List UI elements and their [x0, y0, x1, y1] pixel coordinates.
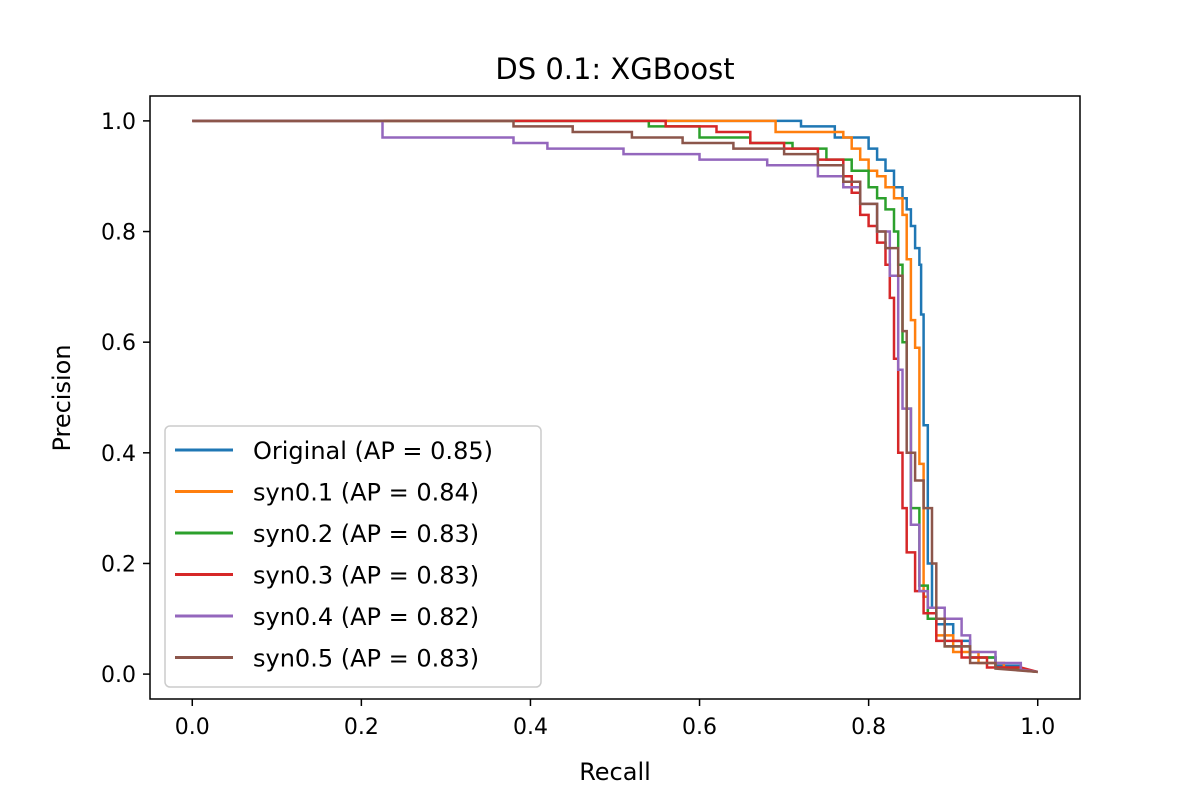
- series-line-syn0.4: [192, 119, 1038, 674]
- x-tick-label: 0.4: [513, 715, 548, 740]
- y-axis-label: Precision: [48, 344, 76, 451]
- y-tick-label: 1.0: [101, 110, 136, 135]
- y-tick-label: 0.4: [101, 442, 136, 467]
- x-tick-label: 0.2: [344, 715, 379, 740]
- legend: Original (AP = 0.85) syn0.1 (AP = 0.84) sy…: [164, 425, 542, 688]
- y-tick-label: 0.8: [101, 221, 136, 246]
- legend-label-syn0.4: syn0.4 (AP = 0.82): [253, 603, 479, 631]
- y-tick-label: 0.2: [101, 552, 136, 577]
- legend-label-syn0.5: syn0.5 (AP = 0.83): [253, 645, 479, 673]
- x-tick-label: 0.0: [175, 715, 210, 740]
- chart-title: DS 0.1: XGBoost: [495, 52, 734, 86]
- series-layer: [192, 119, 1039, 674]
- x-tick-label: 0.8: [851, 715, 886, 740]
- x-tick-label: 1.0: [1020, 715, 1055, 740]
- legend-label-syn0.2: syn0.2 (AP = 0.83): [253, 520, 479, 548]
- series-line-syn0.3: [192, 119, 1039, 674]
- y-tick-label: 0.6: [101, 331, 136, 356]
- series-line-syn0.5: [192, 119, 1038, 674]
- legend-box: [164, 425, 542, 688]
- ticks-layer: 0.0 0.2 0.4 0.6 0.8 1.0 0.0 0.2 0.4 0.6 0.8 1.0: [101, 110, 1055, 740]
- legend-label-syn0.3: syn0.3 (AP = 0.83): [253, 562, 479, 590]
- y-tick-label: 0.0: [101, 663, 136, 688]
- x-axis-label: Recall: [579, 758, 651, 786]
- legend-label-syn0.1: syn0.1 (AP = 0.84): [253, 479, 479, 507]
- plot-frame: [149, 95, 1081, 700]
- legend-label-Original: Original (AP = 0.85): [253, 437, 493, 465]
- x-tick-label: 0.6: [682, 715, 717, 740]
